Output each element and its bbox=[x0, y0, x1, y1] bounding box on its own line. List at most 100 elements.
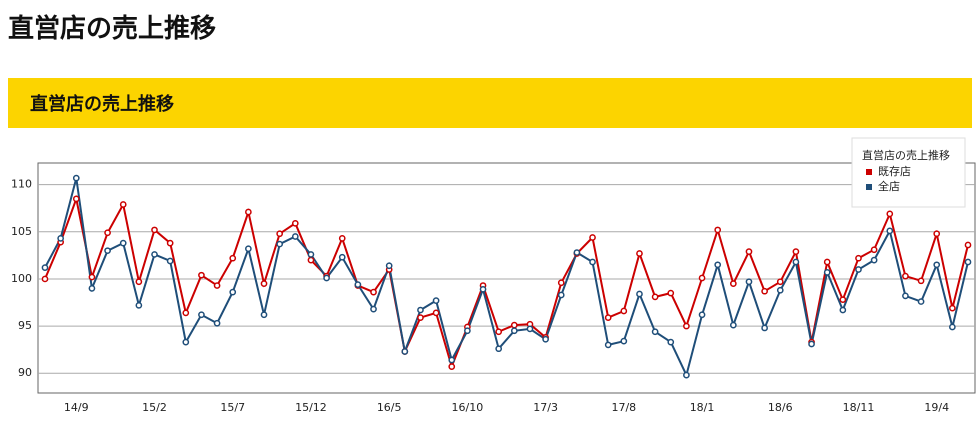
point bbox=[417, 314, 424, 321]
point bbox=[745, 248, 753, 255]
point bbox=[776, 286, 784, 294]
x-tick-label: 18/11 bbox=[843, 401, 875, 414]
point bbox=[417, 306, 424, 314]
section-banner: 直営店の売上推移 bbox=[8, 78, 972, 128]
point bbox=[354, 281, 362, 288]
point bbox=[338, 235, 346, 242]
x-tick-label: 17/3 bbox=[533, 401, 558, 414]
point bbox=[636, 290, 643, 298]
y-tick-label: 90 bbox=[18, 366, 32, 379]
point bbox=[213, 319, 221, 327]
point bbox=[526, 325, 534, 333]
point bbox=[245, 245, 252, 253]
point bbox=[401, 348, 409, 355]
point bbox=[964, 258, 972, 266]
point bbox=[714, 226, 722, 234]
section-title: 直営店の売上推移 bbox=[30, 94, 174, 115]
point bbox=[839, 296, 847, 304]
point bbox=[823, 258, 831, 266]
point bbox=[557, 291, 565, 299]
point bbox=[198, 271, 205, 279]
point bbox=[902, 272, 909, 280]
point bbox=[104, 229, 111, 237]
point bbox=[370, 288, 377, 296]
x-tick-label: 15/2 bbox=[142, 401, 167, 414]
point bbox=[88, 285, 96, 292]
point bbox=[761, 287, 768, 295]
x-tick-label: 15/7 bbox=[220, 401, 245, 414]
point bbox=[291, 219, 299, 227]
point bbox=[385, 262, 393, 270]
point bbox=[432, 297, 440, 304]
point bbox=[338, 253, 346, 261]
point bbox=[714, 261, 722, 269]
point bbox=[213, 282, 221, 289]
point bbox=[792, 258, 800, 266]
point bbox=[135, 301, 143, 309]
point bbox=[964, 241, 972, 249]
x-tick-label: 16/5 bbox=[377, 401, 402, 414]
point bbox=[229, 254, 237, 262]
point bbox=[479, 285, 487, 293]
point bbox=[573, 249, 581, 256]
point bbox=[589, 258, 596, 266]
point bbox=[808, 340, 815, 348]
point bbox=[792, 248, 800, 255]
point bbox=[683, 322, 690, 330]
point bbox=[495, 328, 503, 336]
point bbox=[41, 275, 49, 283]
point bbox=[557, 279, 565, 287]
x-tick-label: 18/1 bbox=[690, 401, 715, 414]
point bbox=[667, 338, 675, 346]
y-tick-label: 110 bbox=[11, 178, 32, 191]
point bbox=[166, 257, 174, 265]
legend-swatch bbox=[866, 184, 872, 190]
point bbox=[917, 277, 925, 285]
series-line bbox=[44, 177, 969, 379]
point bbox=[182, 338, 190, 346]
point bbox=[589, 234, 596, 241]
point bbox=[886, 210, 894, 218]
x-tick-label: 14/9 bbox=[64, 401, 89, 414]
point bbox=[135, 278, 143, 286]
point bbox=[72, 174, 80, 182]
point bbox=[855, 266, 862, 273]
point bbox=[870, 256, 878, 264]
point bbox=[636, 250, 643, 257]
point bbox=[604, 314, 612, 321]
point bbox=[761, 324, 768, 332]
point bbox=[651, 293, 659, 301]
point bbox=[870, 246, 878, 254]
point bbox=[104, 247, 111, 255]
plot-frame bbox=[37, 162, 976, 394]
point bbox=[276, 240, 284, 248]
point bbox=[307, 256, 315, 264]
point bbox=[729, 321, 737, 329]
point bbox=[276, 230, 284, 238]
legend-label: 既存店 bbox=[878, 164, 911, 178]
point bbox=[729, 280, 737, 288]
x-tick-label: 18/6 bbox=[768, 401, 793, 414]
point bbox=[917, 298, 925, 305]
point bbox=[667, 289, 675, 297]
point bbox=[291, 233, 299, 240]
page-title: 直営店の売上推移 bbox=[8, 14, 217, 44]
x-tick-label: 17/8 bbox=[611, 401, 636, 414]
point bbox=[510, 321, 518, 329]
point bbox=[902, 292, 909, 300]
point bbox=[620, 307, 628, 315]
point bbox=[776, 278, 784, 286]
point bbox=[855, 254, 862, 262]
point bbox=[620, 337, 628, 345]
point bbox=[260, 311, 268, 319]
point bbox=[495, 345, 503, 353]
point bbox=[260, 280, 268, 288]
point bbox=[57, 235, 64, 242]
legend-swatch bbox=[866, 169, 872, 175]
legend-title: 直営店の売上推移 bbox=[862, 148, 950, 162]
point bbox=[370, 305, 377, 313]
point bbox=[151, 226, 158, 234]
